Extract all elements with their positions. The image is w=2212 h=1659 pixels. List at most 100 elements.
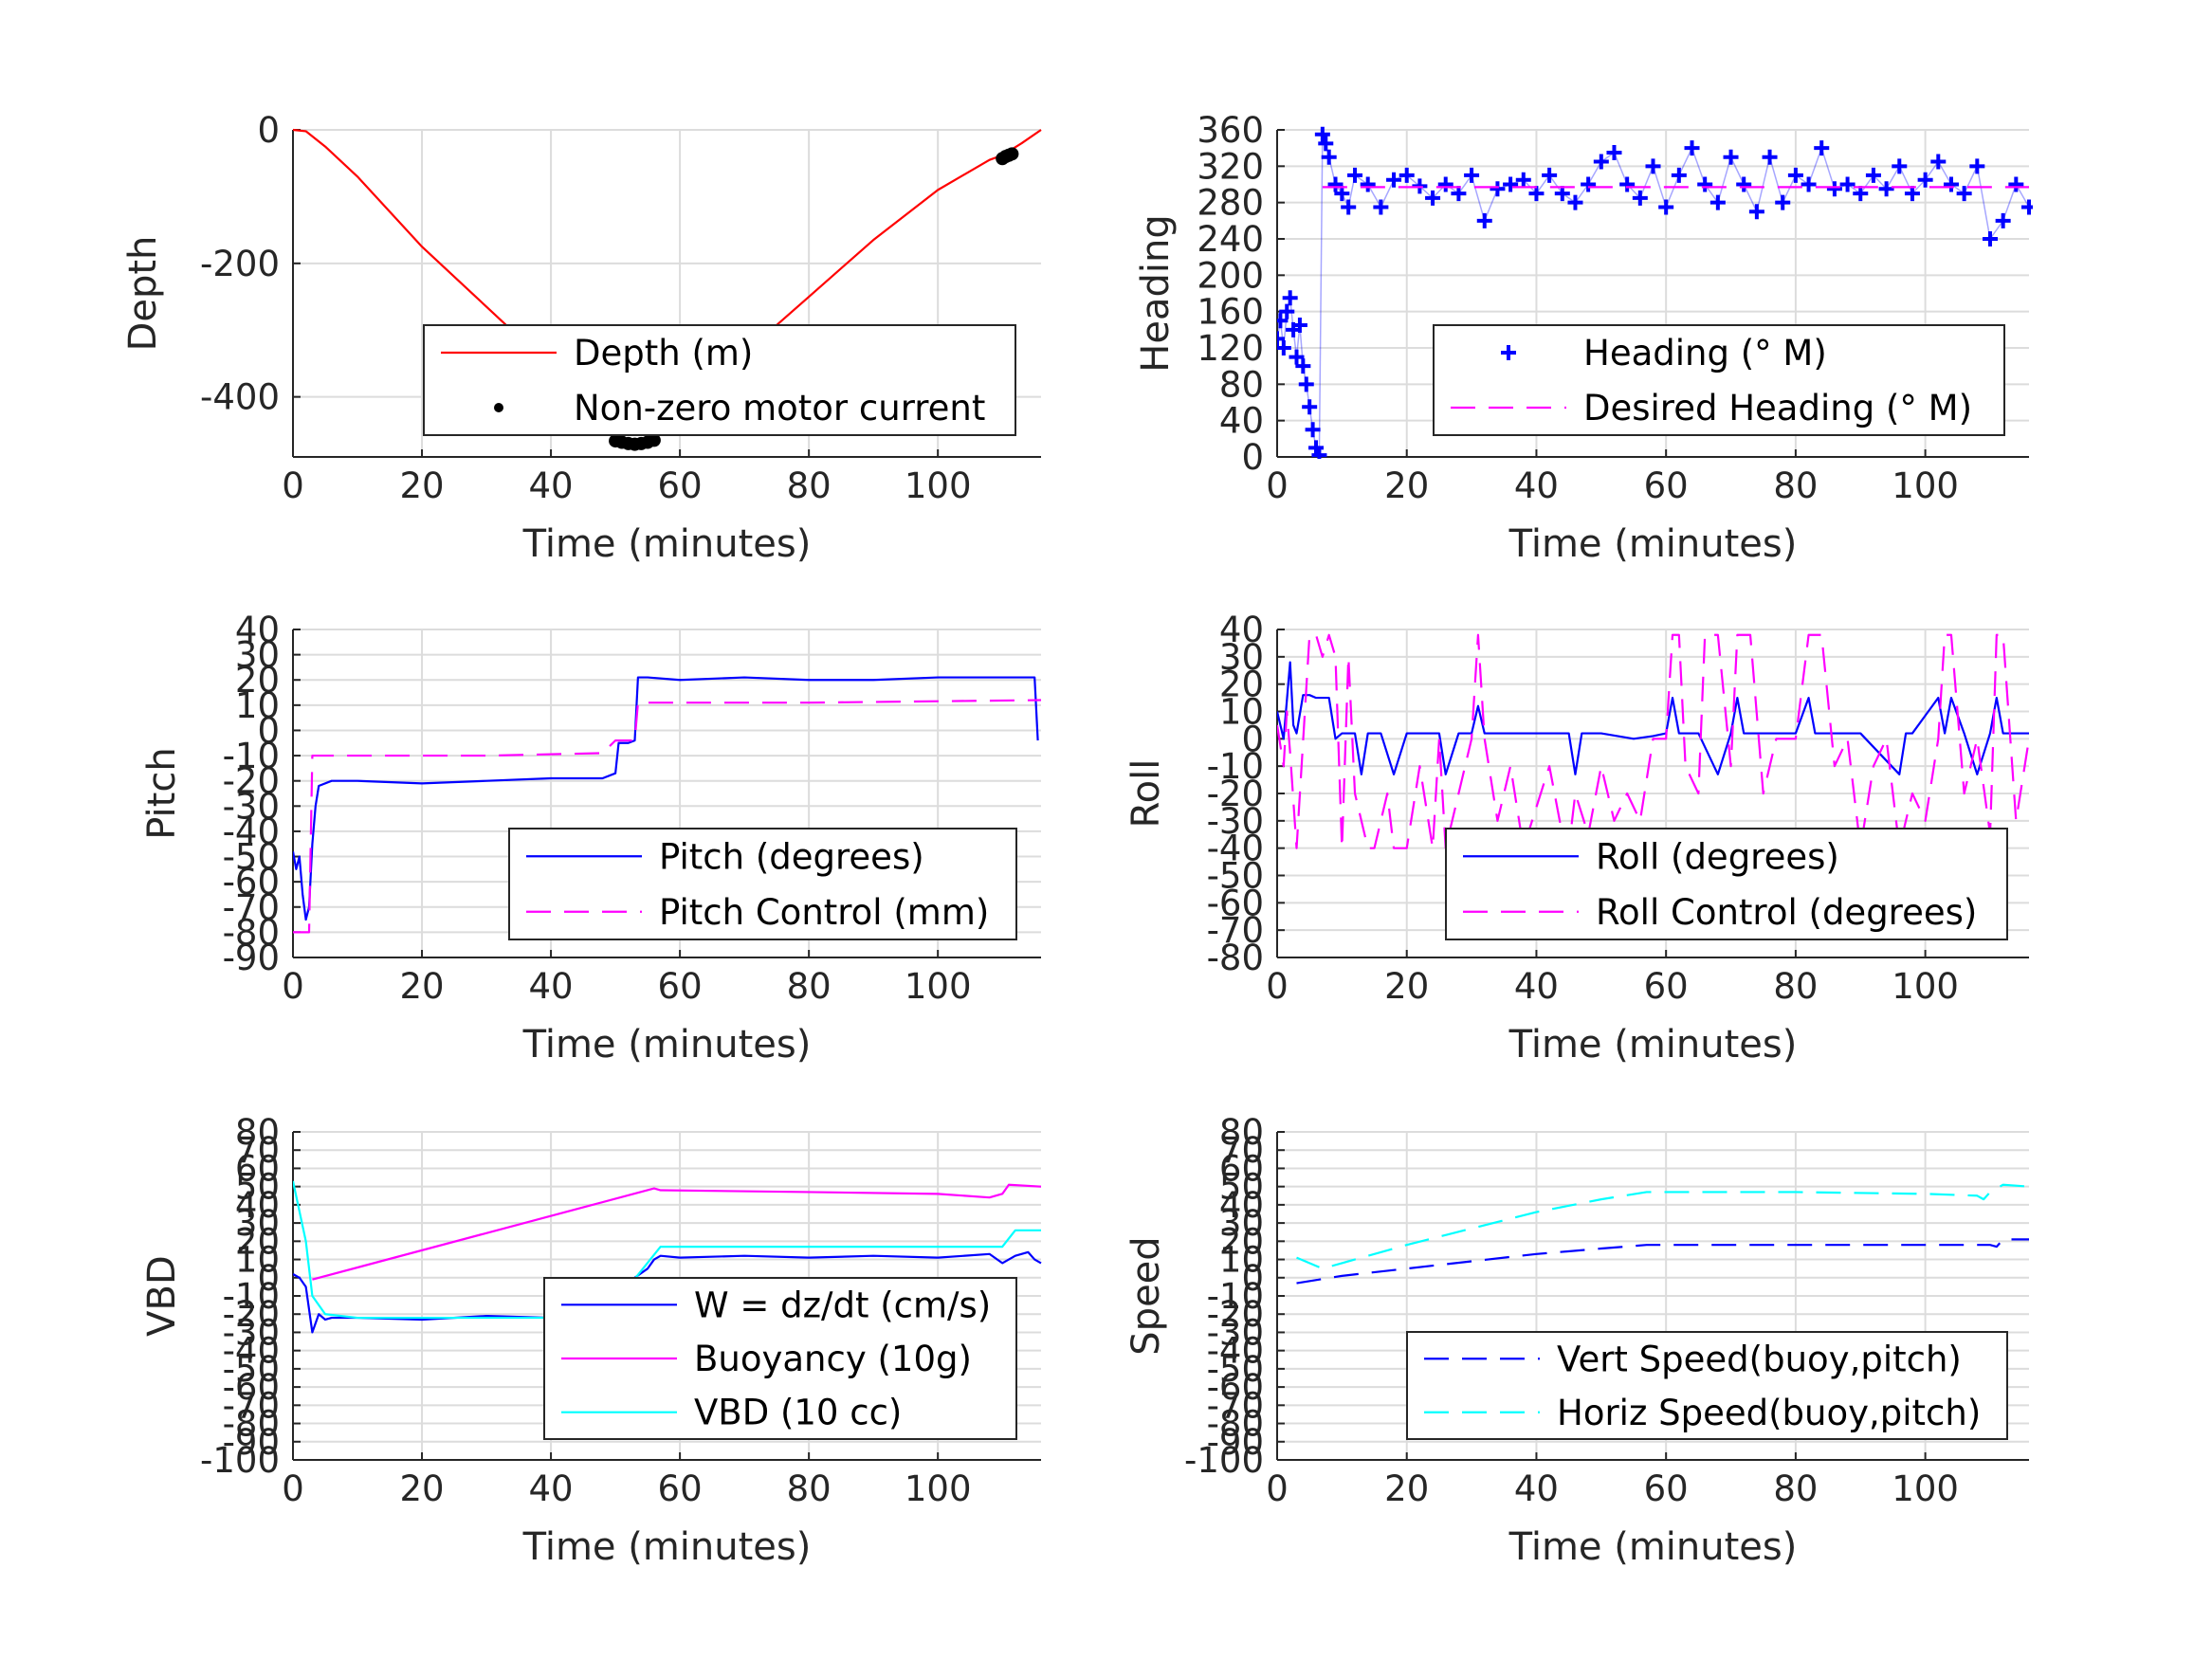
data-point xyxy=(1995,212,2011,228)
legend-box xyxy=(508,828,1017,940)
data-point xyxy=(1658,199,1674,215)
data-point xyxy=(1515,172,1531,188)
series-layer xyxy=(293,128,1042,451)
legend-label: Depth (m) xyxy=(574,333,753,374)
x-tick-label: 60 xyxy=(658,465,703,506)
legend: Roll (degrees) Roll Control (degrees) xyxy=(1445,828,2008,940)
series-layer xyxy=(1296,1183,2030,1285)
data-point xyxy=(1298,376,1314,392)
y-tick-label: -70 xyxy=(223,1385,280,1426)
x-tick-label: 80 xyxy=(787,1468,832,1509)
y-tick-label: -20 xyxy=(223,761,280,802)
x-tick-label: 100 xyxy=(1892,465,1959,506)
data-point xyxy=(1295,358,1311,374)
data-point xyxy=(1542,167,1558,183)
x-tick-label: 20 xyxy=(399,966,444,1007)
x-tick-label: 100 xyxy=(1892,1468,1959,1509)
data-point xyxy=(1425,190,1441,206)
data-point xyxy=(1528,186,1545,202)
data-point xyxy=(1554,186,1570,202)
y-tick-label: 0 xyxy=(1241,1258,1264,1299)
data-point xyxy=(1327,176,1344,192)
data-point xyxy=(1282,290,1298,306)
x-tick-label: 40 xyxy=(1514,1468,1559,1509)
y-tick-label: 40 xyxy=(235,1185,280,1226)
y-tick-label: -70 xyxy=(1207,1385,1264,1426)
data-point xyxy=(1567,194,1583,210)
y-tick-label: 60 xyxy=(235,1148,280,1189)
data-point xyxy=(1386,172,1402,188)
data-point xyxy=(1930,154,1947,170)
x-tick-label: 0 xyxy=(282,966,304,1007)
y-tick-label: 40 xyxy=(1219,401,1264,442)
data-point xyxy=(1437,176,1453,192)
data-point xyxy=(1814,140,1830,156)
chart-panel-5: 0 20 40 60 80 10080706050403020100-10-20-30-4… xyxy=(140,1112,1042,1569)
x-tick-label: 80 xyxy=(787,966,832,1007)
y-tick-label: -20 xyxy=(1207,774,1264,814)
data-point xyxy=(1398,167,1415,183)
y-tick-label: 10 xyxy=(1219,692,1264,733)
y-tick-label: -10 xyxy=(1207,1276,1264,1317)
x-tick-label: 60 xyxy=(658,1468,703,1509)
data-point xyxy=(1865,167,1881,183)
series-line xyxy=(312,1183,1042,1281)
x-tick-label: 60 xyxy=(1644,465,1689,506)
y-tick-label: 240 xyxy=(1197,219,1264,260)
legend: Vert Speed(buoy,pitch) Horiz Speed(buoy,p… xyxy=(1406,1331,2008,1440)
data-point xyxy=(1360,176,1376,192)
x-tick-label: 100 xyxy=(905,465,972,506)
y-tick-label: 20 xyxy=(235,1221,280,1262)
y-tick-label: 40 xyxy=(1219,610,1264,650)
y-tick-label: 30 xyxy=(1219,637,1264,678)
x-tick-label: 20 xyxy=(1384,966,1429,1007)
x-tick-label: 20 xyxy=(1384,465,1429,506)
data-point xyxy=(1956,186,1972,202)
y-tick-label: -70 xyxy=(223,887,280,928)
y-tick-label: 30 xyxy=(235,1203,280,1244)
data-point xyxy=(1277,340,1291,356)
x-tick-label: 40 xyxy=(529,966,574,1007)
data-point xyxy=(1697,176,1713,192)
data-point xyxy=(1943,176,1959,192)
data-point xyxy=(1503,176,1519,192)
data-point xyxy=(1671,167,1687,183)
x-tick-label: 0 xyxy=(282,1468,304,1509)
series-line xyxy=(293,699,1042,934)
legend-box xyxy=(423,324,1016,436)
data-point xyxy=(1606,144,1622,160)
x-tick-label: 60 xyxy=(658,966,703,1007)
y-tick-label: -80 xyxy=(1207,1404,1264,1445)
y-tick-label: -80 xyxy=(223,912,280,953)
data-point xyxy=(1645,158,1661,174)
legend-marker xyxy=(494,403,503,412)
chart-panel-1: 0 20 40 60 80 100 0 -200 -400 Time (minutes) Depth… xyxy=(121,110,1042,566)
y-tick-label: -70 xyxy=(1207,910,1264,951)
data-point xyxy=(1619,176,1636,192)
x-tick-label: 40 xyxy=(529,1468,574,1509)
y-tick-label: 10 xyxy=(235,685,280,726)
data-point xyxy=(1341,199,1357,215)
y-tick-label: 80 xyxy=(1219,364,1264,405)
y-tick-label: 0 xyxy=(1241,719,1264,759)
data-point xyxy=(1277,313,1289,329)
y-tick-label: 40 xyxy=(235,610,280,650)
data-point xyxy=(1476,212,1492,228)
x-tick-label: 80 xyxy=(787,465,832,506)
x-tick-label: 80 xyxy=(1773,966,1818,1007)
x-tick-label: 0 xyxy=(282,465,304,506)
y-tick-label: -50 xyxy=(1207,856,1264,897)
legend-label: Roll (degrees) xyxy=(1596,836,1839,877)
y-tick-label: 80 xyxy=(235,1112,280,1153)
y-axis-label: Speed xyxy=(1124,1236,1168,1355)
data-point xyxy=(1709,194,1726,210)
x-tick-label: 20 xyxy=(399,465,444,506)
x-axis-label: Time (minutes) xyxy=(1508,1023,1798,1066)
y-tick-label: -40 xyxy=(223,811,280,852)
series-layer xyxy=(293,676,1042,934)
y-tick-label: 0 xyxy=(257,710,280,751)
data-point xyxy=(1581,176,1597,192)
y-tick-label: -50 xyxy=(223,1349,280,1390)
data-point xyxy=(1373,199,1389,215)
